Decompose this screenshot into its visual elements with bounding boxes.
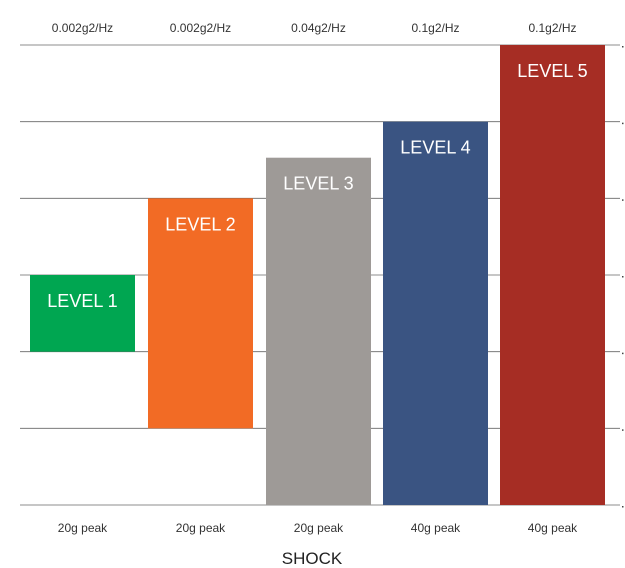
bars: LEVEL 1 LEVEL 2 LEVEL 3 LEVEL 4 LEVEL 5: [30, 45, 605, 506]
top-label-level-5: 0.1g2/Hz: [528, 21, 576, 35]
bar-level-3: [266, 157, 371, 505]
edge-tick: [622, 199, 624, 201]
bottom-label-level-5: 40g peak: [528, 521, 578, 535]
edge-tick: [622, 429, 624, 431]
bar-label-level-1: LEVEL 1: [47, 291, 117, 311]
edge-tick: [622, 122, 624, 125]
edge-ticks: [622, 46, 624, 508]
bar-level-1: [30, 275, 135, 352]
bar-level-2: [148, 198, 253, 429]
bottom-label-level-3: 20g peak: [294, 521, 344, 535]
x-axis-label: SHOCK: [282, 549, 343, 568]
bottom-label-level-4: 40g peak: [411, 521, 461, 535]
bar-label-level-5: LEVEL 5: [517, 61, 587, 81]
edge-tick: [622, 46, 624, 48]
edge-tick: [622, 352, 624, 355]
bar-label-level-4: LEVEL 4: [400, 138, 470, 158]
bottom-label-level-1: 20g peak: [58, 521, 108, 535]
top-label-level-2: 0.002g2/Hz: [170, 21, 231, 35]
edge-tick: [622, 276, 624, 278]
top-label-level-3: 0.04g2/Hz: [291, 21, 346, 35]
bottom-labels: 20g peak 20g peak 20g peak 40g peak 40g peak: [58, 521, 578, 535]
bar-level-5: [500, 45, 605, 505]
bar-level-4: [383, 121, 488, 506]
bar-label-level-2: LEVEL 2: [165, 214, 235, 234]
bottom-label-level-2: 20g peak: [176, 521, 226, 535]
edge-tick: [622, 506, 624, 508]
top-label-level-4: 0.1g2/Hz: [411, 21, 459, 35]
top-label-level-1: 0.002g2/Hz: [52, 21, 113, 35]
top-labels: 0.002g2/Hz 0.002g2/Hz 0.04g2/Hz 0.1g2/Hz 0.1…: [52, 21, 577, 35]
bar-label-level-3: LEVEL 3: [283, 174, 353, 194]
